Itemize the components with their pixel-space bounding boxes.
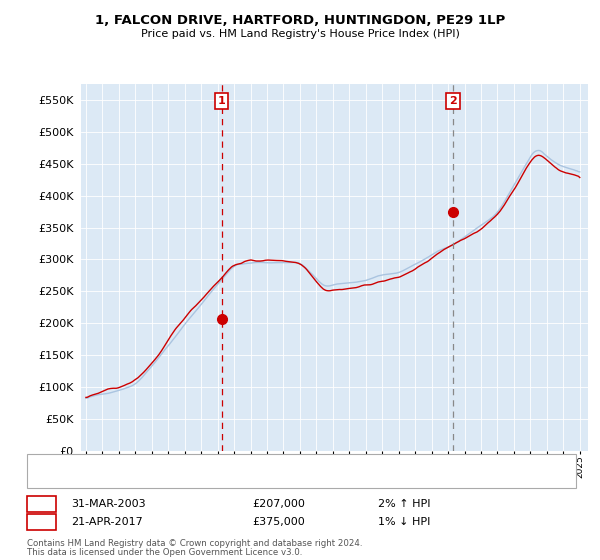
Text: 2: 2 (449, 96, 457, 106)
Text: 2% ↑ HPI: 2% ↑ HPI (378, 499, 431, 509)
Text: 2: 2 (38, 517, 45, 527)
Text: 1: 1 (38, 499, 45, 509)
Text: This data is licensed under the Open Government Licence v3.0.: This data is licensed under the Open Gov… (27, 548, 302, 557)
Text: Contains HM Land Registry data © Crown copyright and database right 2024.: Contains HM Land Registry data © Crown c… (27, 539, 362, 548)
Text: 31-MAR-2003: 31-MAR-2003 (71, 499, 145, 509)
Text: HPI: Average price, detached house, Huntingdonshire: HPI: Average price, detached house, Hunt… (84, 475, 346, 485)
Text: 21-APR-2017: 21-APR-2017 (71, 517, 143, 527)
Text: £207,000: £207,000 (252, 499, 305, 509)
Text: 1: 1 (218, 96, 226, 106)
Text: Price paid vs. HM Land Registry's House Price Index (HPI): Price paid vs. HM Land Registry's House … (140, 29, 460, 39)
Text: 1% ↓ HPI: 1% ↓ HPI (378, 517, 430, 527)
Text: 1, FALCON DRIVE, HARTFORD, HUNTINGDON, PE29 1LP: 1, FALCON DRIVE, HARTFORD, HUNTINGDON, P… (95, 14, 505, 27)
Text: £375,000: £375,000 (252, 517, 305, 527)
Text: 1, FALCON DRIVE, HARTFORD, HUNTINGDON, PE29 1LP (detached house): 1, FALCON DRIVE, HARTFORD, HUNTINGDON, P… (84, 459, 443, 469)
